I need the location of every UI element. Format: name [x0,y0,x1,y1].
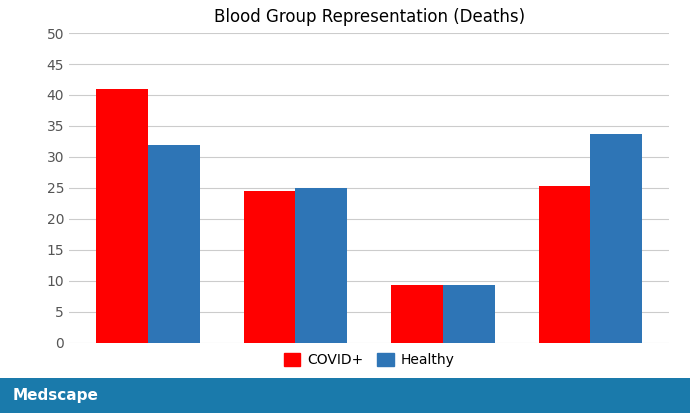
Legend: COVID+, Healthy: COVID+, Healthy [278,348,460,373]
Bar [391,285,443,343]
Bar [97,89,148,343]
Bar [244,191,295,343]
Bar [148,145,199,343]
Bar [443,285,495,343]
Text: Medscape: Medscape [12,388,98,403]
Bar [295,188,347,343]
Bar [591,134,642,343]
Title: Blood Group Representation (Deaths): Blood Group Representation (Deaths) [214,8,524,26]
Bar [539,186,591,343]
